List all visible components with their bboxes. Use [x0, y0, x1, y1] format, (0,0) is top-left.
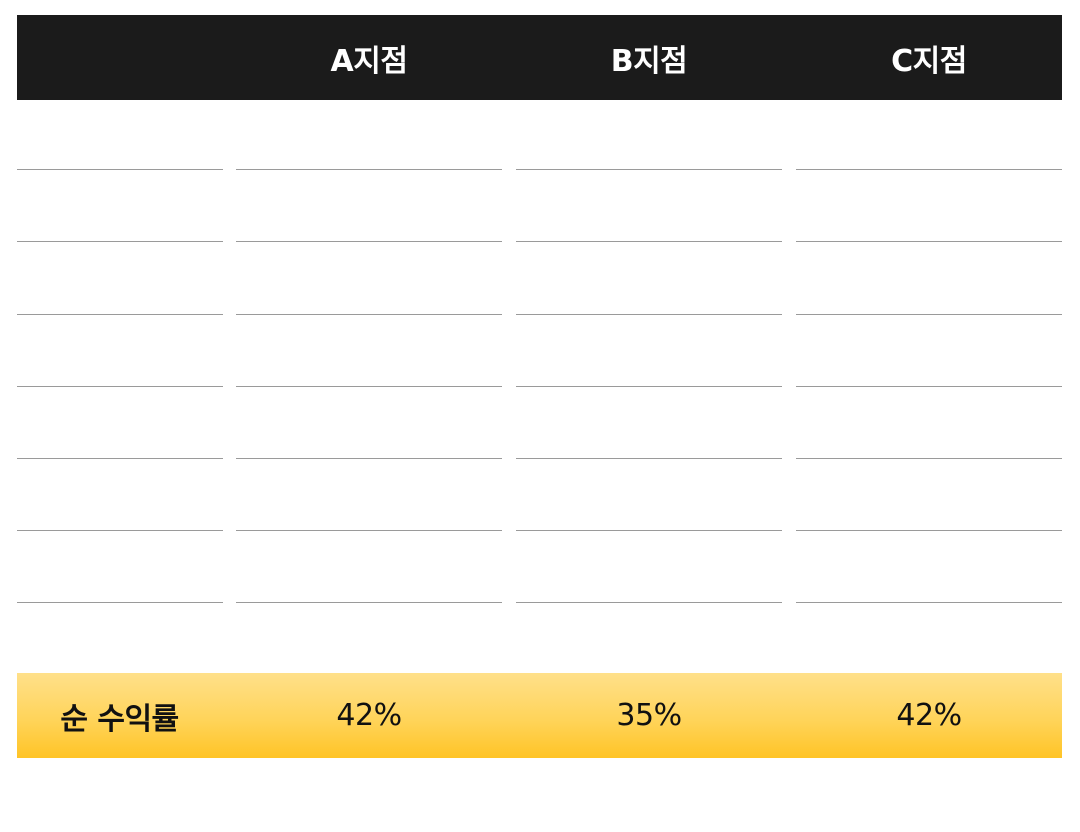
net-profit-label: 순 수익률 — [60, 701, 179, 737]
net-profit-row: 순 수익률 42% 35% 42% — [17, 673, 1062, 758]
row-divider — [516, 458, 782, 459]
row-divider — [17, 169, 223, 170]
row-divider — [236, 169, 502, 170]
net-profit-value-c: 42% — [896, 698, 962, 733]
row-divider — [236, 458, 502, 459]
row-divider — [17, 602, 223, 603]
row-divider — [796, 386, 1062, 387]
row-divider — [236, 314, 502, 315]
row-divider — [236, 386, 502, 387]
header-cell-branch-b: B지점 — [610, 43, 688, 79]
header-cell-branch-c: C지점 — [891, 43, 967, 79]
row-divider — [516, 314, 782, 315]
row-divider — [796, 602, 1062, 603]
row-divider — [516, 169, 782, 170]
net-profit-value-a: 42% — [336, 698, 402, 733]
row-divider — [796, 314, 1062, 315]
row-divider — [17, 530, 223, 531]
header-cell-branch-a: A지점 — [330, 43, 408, 79]
row-divider — [17, 314, 223, 315]
row-divider — [516, 602, 782, 603]
row-divider — [796, 458, 1062, 459]
row-divider — [796, 169, 1062, 170]
row-divider — [17, 386, 223, 387]
row-divider — [796, 241, 1062, 242]
row-divider — [17, 458, 223, 459]
row-divider — [236, 241, 502, 242]
row-divider — [17, 241, 223, 242]
row-divider — [236, 530, 502, 531]
row-divider — [516, 530, 782, 531]
row-divider — [516, 386, 782, 387]
table-header: A지점 B지점 C지점 — [17, 15, 1062, 100]
row-divider — [236, 602, 502, 603]
net-profit-value-b: 35% — [616, 698, 682, 733]
row-divider — [796, 530, 1062, 531]
row-divider — [516, 241, 782, 242]
